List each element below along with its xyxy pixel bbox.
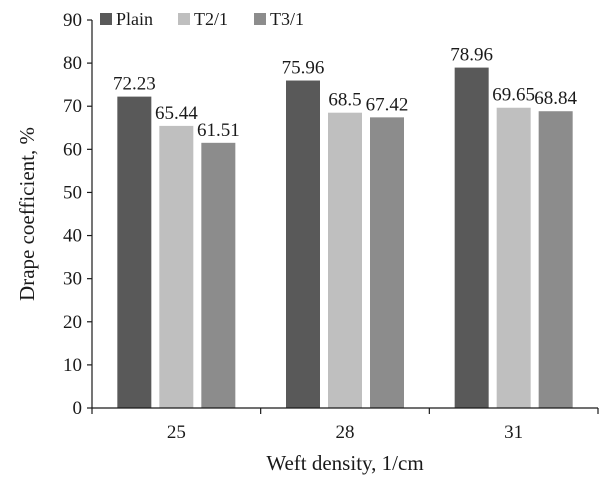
bar-t2-1-25 [159, 125, 194, 408]
bar-plain-28 [286, 80, 320, 408]
legend-swatch [178, 13, 190, 25]
data-label: 65.44 [155, 103, 198, 124]
bar-plain-31 [454, 67, 489, 408]
x-axis-title: Weft density, 1/cm [266, 451, 423, 475]
bar-t2-1-31 [496, 107, 531, 408]
data-label: 61.51 [197, 120, 240, 141]
bar-t3-1-31 [538, 111, 573, 408]
x-tick-label: 31 [504, 422, 523, 443]
legend-swatch [100, 13, 112, 25]
data-label: 67.42 [366, 94, 409, 115]
y-tick-label: 10 [63, 355, 82, 376]
y-tick-label: 0 [73, 398, 83, 419]
data-label: 72.23 [113, 74, 156, 95]
bar-t3-1-25 [201, 142, 236, 409]
y-tick-label: 30 [63, 269, 82, 290]
y-tick-label: 80 [63, 53, 82, 74]
data-label: 78.96 [450, 45, 493, 66]
legend-label: T3/1 [270, 9, 304, 29]
legend-label: T2/1 [194, 9, 228, 29]
y-tick-label: 20 [63, 312, 82, 333]
data-label: 68.84 [534, 88, 577, 109]
y-tick-label: 60 [63, 139, 82, 160]
legend-swatch [254, 13, 266, 25]
y-axis-ticks: 0 10 20 30 40 50 60 70 80 90 [63, 10, 92, 419]
y-tick-label: 50 [63, 182, 82, 203]
bar-t3-1-28 [370, 117, 404, 409]
x-axis-ticks: 25 28 31 [91, 408, 599, 443]
y-tick-label: 70 [63, 96, 82, 117]
legend: Plain T2/1 T3/1 [100, 9, 304, 29]
y-tick-label: 40 [63, 226, 82, 247]
legend-label: Plain [116, 9, 153, 29]
bars [117, 67, 573, 409]
data-label: 75.96 [282, 58, 325, 79]
bar-plain-25 [117, 96, 152, 408]
data-label: 68.5 [328, 90, 361, 111]
x-tick-label: 25 [167, 422, 186, 443]
y-tick-label: 90 [63, 10, 82, 31]
bar-t2-1-28 [328, 112, 362, 408]
data-label: 69.65 [492, 85, 535, 106]
y-axis-title: Drape coefficient, % [15, 127, 39, 301]
x-tick-label: 28 [336, 422, 355, 443]
